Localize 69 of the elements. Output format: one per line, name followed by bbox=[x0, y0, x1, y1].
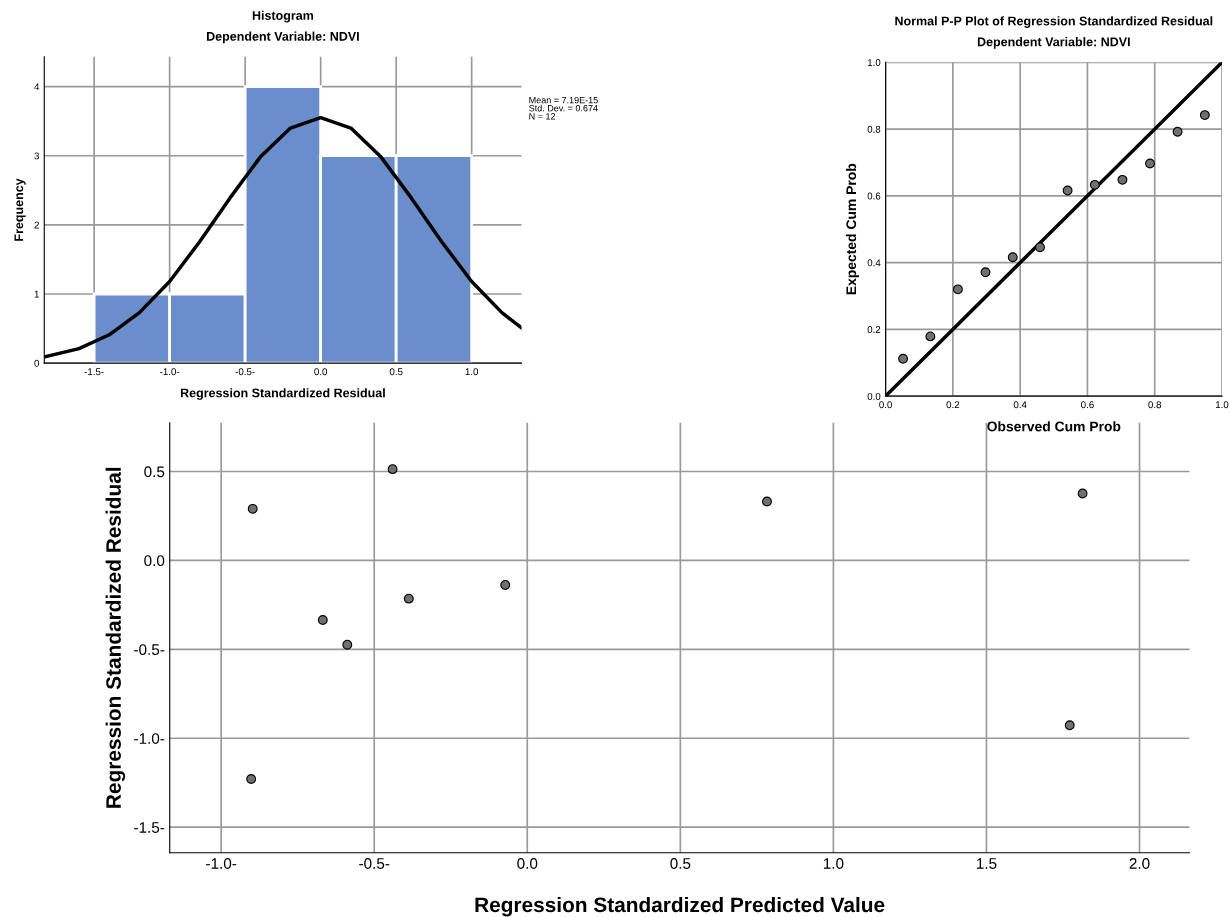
point bbox=[925, 331, 936, 342]
y-tick-label: 0.5 bbox=[144, 466, 165, 478]
y-tick-label: 4 bbox=[34, 83, 40, 91]
line-series bbox=[44, 115, 522, 359]
chart-subtitle: Dependent Variable: NDVI bbox=[206, 31, 359, 44]
point bbox=[1172, 126, 1183, 137]
y-tick-label: 0.2 bbox=[867, 326, 881, 333]
x-tick-label: 0.4 bbox=[1013, 401, 1027, 409]
y-tick-label: 0.4 bbox=[867, 259, 881, 267]
x-tick-label: 0.6 bbox=[1081, 401, 1094, 409]
point bbox=[387, 464, 398, 475]
point bbox=[1117, 174, 1128, 185]
x-tick-label: 0.2 bbox=[946, 401, 960, 409]
y-tick-label: 0.6 bbox=[867, 192, 881, 200]
x-tick-label: -1.0- bbox=[160, 368, 180, 376]
y-tick-label: 0.0 bbox=[867, 392, 881, 400]
point bbox=[1007, 252, 1018, 263]
point bbox=[1145, 158, 1155, 169]
x-tick-label: 0.0 bbox=[517, 858, 538, 869]
point bbox=[1064, 720, 1075, 731]
point bbox=[898, 353, 909, 364]
point bbox=[246, 774, 257, 784]
x-tick-label: -0.5- bbox=[359, 858, 390, 869]
point bbox=[952, 284, 963, 295]
x-tick-label: 1.0 bbox=[823, 858, 844, 869]
point bbox=[247, 503, 258, 514]
x-tick-label: -1.5- bbox=[84, 368, 104, 376]
y-tick-label: 1.0 bbox=[867, 59, 881, 66]
point bbox=[1077, 488, 1088, 499]
y-tick-label: 2 bbox=[34, 221, 39, 229]
x-tick-label: 1.5 bbox=[977, 858, 997, 869]
point bbox=[1062, 185, 1073, 196]
point bbox=[500, 580, 511, 590]
x-axis-title: Observed Cum Prob bbox=[987, 421, 1121, 432]
x-tick-label: 1.0 bbox=[1215, 401, 1229, 409]
point bbox=[1089, 179, 1100, 190]
point bbox=[1199, 110, 1210, 121]
chart-title: Normal P-P Plot of Regression Standardized Residual bbox=[895, 16, 1213, 28]
x-tick-label: 0.5 bbox=[670, 858, 691, 869]
y-tick-label: 0.8 bbox=[867, 125, 881, 133]
y-tick-label: -0.5- bbox=[134, 644, 165, 656]
text: Mean = 7.19E-15 Std. Dev. = 0.674 N = 12 bbox=[529, 96, 598, 120]
y-tick-label: 3 bbox=[34, 152, 39, 160]
point bbox=[762, 496, 772, 507]
point bbox=[342, 639, 353, 650]
x-tick-label: 0.0 bbox=[314, 368, 328, 376]
y-axis-title: Regression Standardized Residual bbox=[105, 467, 126, 808]
point bbox=[403, 593, 414, 604]
x-tick-label: -0.5- bbox=[235, 368, 255, 376]
chart-subtitle: Dependent Variable: NDVI bbox=[977, 37, 1130, 49]
y-axis-title: Expected Cum Prob bbox=[845, 163, 859, 295]
x-tick-label: 1.0 bbox=[465, 368, 479, 376]
point bbox=[317, 615, 328, 625]
x-tick-label: 0.0 bbox=[879, 401, 892, 409]
y-tick-label: 0 bbox=[34, 359, 40, 367]
x-tick-label: 0.8 bbox=[1148, 401, 1162, 409]
y-tick-label: -1.5- bbox=[134, 822, 165, 833]
point bbox=[1035, 242, 1045, 253]
x-axis-title: Regression Standardized Predicted Value bbox=[475, 896, 885, 917]
x-tick-label: 2.0 bbox=[1129, 858, 1150, 869]
x-tick-label: -1.0- bbox=[206, 858, 237, 869]
point bbox=[980, 267, 991, 278]
y-tick-label: 1 bbox=[34, 290, 39, 298]
chart-title: Histogram bbox=[252, 10, 314, 23]
y-axis-title: Frequency bbox=[14, 178, 26, 241]
y-tick-label: 0.0 bbox=[144, 555, 165, 567]
x-tick-label: 0.5 bbox=[389, 368, 403, 376]
y-tick-label: -1.0- bbox=[134, 733, 165, 744]
x-axis-title: Regression Standardized Residual bbox=[180, 388, 385, 400]
